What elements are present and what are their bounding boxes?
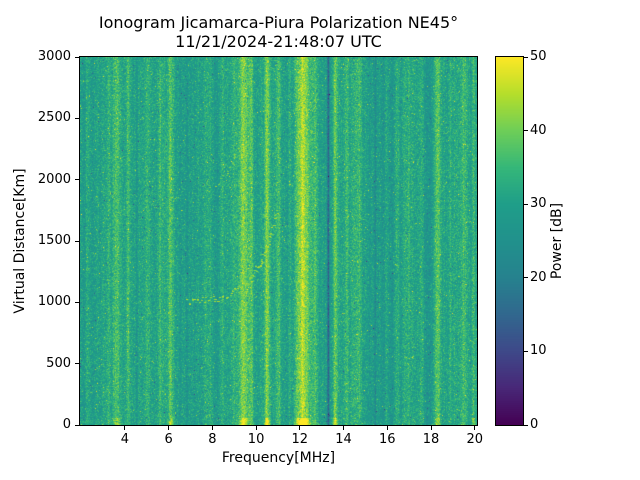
colorbar-tick-label: 0	[530, 417, 539, 432]
y-tick-mark	[75, 301, 79, 303]
y-tick-mark	[75, 424, 79, 426]
x-axis-label: Frequency[MHz]	[221, 450, 336, 466]
y-tick-label: 2000	[37, 171, 71, 187]
colorbar-tick-label: 30	[530, 196, 547, 212]
x-tick-label: 14	[335, 432, 352, 447]
x-tick-label: 8	[208, 432, 217, 447]
colorbar-tick-mark	[524, 203, 528, 205]
x-tick-mark	[255, 426, 257, 430]
colorbar-tick-label: 10	[530, 343, 547, 359]
colorbar-tick-mark	[524, 277, 528, 279]
y-tick-label: 0	[62, 417, 71, 432]
plot-area	[79, 56, 478, 426]
y-tick-label: 3000	[37, 49, 71, 64]
y-tick-mark	[75, 117, 79, 119]
x-tick-mark	[474, 426, 476, 430]
x-tick-label: 20	[466, 432, 484, 447]
x-tick-label: 4	[120, 432, 129, 447]
x-tick-label: 6	[164, 432, 173, 447]
colorbar-tick-mark	[524, 424, 528, 426]
y-tick-mark	[75, 363, 79, 365]
x-tick-mark	[124, 426, 126, 430]
y-tick-label: 500	[46, 355, 71, 371]
colorbar-label: Power [dB]	[549, 202, 565, 280]
x-tick-label: 10	[247, 432, 265, 447]
colorbar-tick-mark	[524, 56, 528, 58]
colorbar-tick-mark	[524, 130, 528, 132]
y-tick-label: 1500	[37, 233, 71, 248]
y-tick-mark	[75, 240, 79, 242]
y-axis-label: Virtual Distance[Km]	[12, 168, 28, 314]
x-tick-mark	[168, 426, 170, 430]
colorbar	[495, 56, 524, 426]
colorbar-tick-label: 40	[530, 122, 547, 138]
x-tick-mark	[343, 426, 345, 430]
ionogram-heatmap	[80, 57, 477, 425]
x-tick-label: 18	[422, 432, 440, 447]
colorbar-tick-label: 20	[530, 269, 547, 285]
chart-title-line1: Ionogram Jicamarca-Piura Polarization NE…	[98, 13, 459, 32]
x-tick-label: 16	[379, 432, 396, 447]
colorbar-tick-label: 50	[530, 49, 547, 64]
x-tick-mark	[430, 426, 432, 430]
x-tick-label: 12	[291, 432, 309, 447]
y-tick-mark	[75, 56, 79, 58]
y-tick-label: 2500	[37, 110, 71, 126]
x-tick-mark	[299, 426, 301, 430]
chart-title-line2: 11/21/2024-21:48:07 UTC	[175, 32, 382, 51]
y-tick-label: 1000	[37, 294, 71, 310]
x-tick-mark	[386, 426, 388, 430]
x-tick-mark	[211, 426, 213, 430]
colorbar-tick-mark	[524, 350, 528, 352]
y-tick-mark	[75, 179, 79, 181]
chart-title: Ionogram Jicamarca-Piura Polarization NE…	[80, 13, 477, 51]
colorbar-gradient	[496, 57, 523, 425]
